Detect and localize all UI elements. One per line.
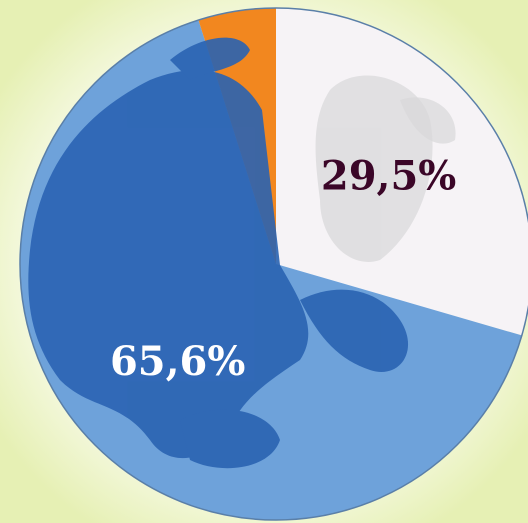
globe-texture <box>28 37 456 469</box>
slice-label: 65,6% <box>110 338 245 385</box>
slice-label: 29,5% <box>321 152 456 199</box>
pie-outline <box>19 7 528 521</box>
labels: 29,5% 65,6% <box>110 152 456 384</box>
